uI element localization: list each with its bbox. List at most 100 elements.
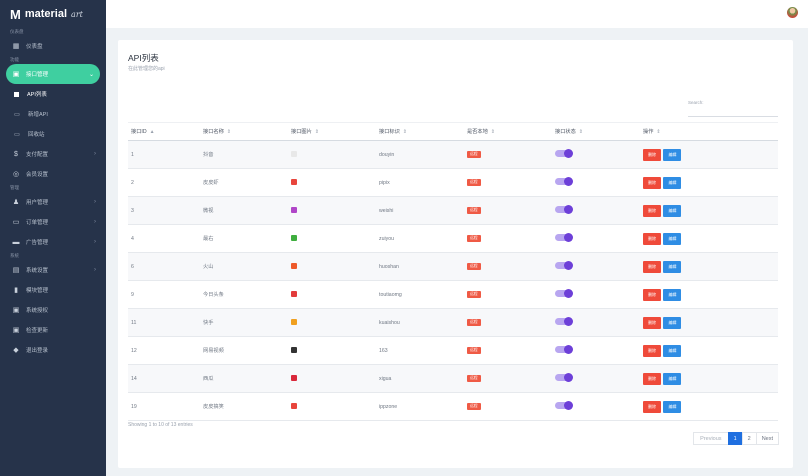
entries-info: Showing 1 to 10 of 13 entries [128,422,193,428]
chevron-down-icon: ⌄ [88,71,94,78]
delete-button[interactable]: 删除 [643,400,661,413]
sidebar-item[interactable]: ▣ 系统授权 [0,300,106,320]
cell-status [552,140,640,169]
pagination-previous[interactable]: Previous [693,432,729,445]
edit-button[interactable]: 编辑 [663,288,682,301]
column-header[interactable]: 接口ID ▲ [128,122,200,141]
edit-button[interactable]: 编辑 [663,316,682,329]
sidebar-item[interactable]: ▦ 仪表盘 [0,36,106,56]
bullet-icon: ▭ [14,131,20,138]
sidebar-item[interactable]: ▤ 系统设置 › [0,260,106,280]
sidebar-subitem[interactable]: ▭ 新增API [0,104,106,124]
status-toggle[interactable] [555,205,573,214]
sidebar-item[interactable]: ▮ 模块管理 [0,280,106,300]
status-toggle[interactable] [555,345,573,354]
status-toggle[interactable] [555,177,573,186]
chevron-right-icon: › [94,151,96,157]
sidebar-item[interactable]: ▬ 广告管理 › [0,232,106,252]
cell-image [288,392,376,421]
remote-badge: 远程 [467,375,481,382]
update-icon: ▣ [12,327,20,334]
status-toggle[interactable] [555,289,573,298]
api-id: 12 [131,347,137,354]
sidebar-item[interactable]: ▣ 接口管理 ⌄ [6,64,100,84]
status-toggle[interactable] [555,149,573,158]
sidebar-item[interactable]: ◆ 退出登录 [0,340,106,360]
status-toggle[interactable] [555,317,573,326]
status-toggle[interactable] [555,261,573,270]
delete-button[interactable]: 删除 [643,148,661,161]
cell-image [288,364,376,393]
cell-key: zuiyou [376,224,464,253]
delete-button[interactable]: 删除 [643,232,661,245]
cell-name: 火山 [200,252,288,281]
edit-button[interactable]: 编辑 [663,148,682,161]
cell-actions: 删除 编辑 [640,392,778,421]
column-header[interactable]: 接口图片 ⇕ [288,122,376,141]
search-input[interactable] [688,116,778,117]
cell-image [288,336,376,365]
edit-button[interactable]: 编辑 [663,372,682,385]
cell-actions: 删除 编辑 [640,224,778,253]
api-image-icon [291,234,297,241]
edit-button[interactable]: 编辑 [663,344,682,357]
delete-button[interactable]: 删除 [643,316,661,329]
edit-button[interactable]: 编辑 [663,260,682,273]
edit-button[interactable]: 编辑 [663,232,682,245]
delete-button[interactable]: 删除 [643,260,661,273]
edit-button[interactable]: 编辑 [663,176,682,189]
cell-name: 微视 [200,196,288,225]
api-image-icon [291,262,297,269]
sidebar-item-label: 系统设置 [26,268,49,274]
sidebar-item[interactable]: ◎ 会员设置 [0,164,106,184]
api-name: 最右 [203,236,214,242]
sidebar-subitem[interactable]: API列表 [0,84,106,104]
sidebar-item[interactable]: ▣ 检查更新 [0,320,106,340]
cell-name: 皮皮搞笑 [200,392,288,421]
cell-status [552,336,640,365]
column-header[interactable]: 接口名称 ⇕ [200,122,288,141]
edit-button[interactable]: 编辑 [663,400,682,413]
status-toggle[interactable] [555,401,573,410]
edit-button[interactable]: 编辑 [663,204,682,217]
cell-name: 皮皮虾 [200,168,288,197]
cell-actions: 删除 编辑 [640,196,778,225]
cell-actions: 删除 编辑 [640,280,778,309]
delete-button[interactable]: 删除 [643,176,661,189]
column-header[interactable]: 接口标识 ⇕ [376,122,464,141]
remote-badge: 远程 [467,403,481,410]
remote-badge: 远程 [467,263,481,270]
delete-button[interactable]: 删除 [643,204,661,217]
delete-button[interactable]: 删除 [643,344,661,357]
avatar[interactable] [787,7,798,18]
sidebar-item-label: 退出登录 [26,348,49,354]
sidebar-item[interactable]: $ 支付配置 › [0,144,106,164]
status-toggle[interactable] [555,373,573,382]
status-toggle[interactable] [555,233,573,242]
pagination-page-1[interactable]: 1 [727,432,743,445]
api-image-icon [291,290,297,297]
brand-name: material [24,8,68,20]
table-row: 6 火山 huoshan 远程 删除 编辑 [128,252,778,281]
delete-button[interactable]: 删除 [643,288,661,301]
column-header[interactable]: 是否本地 ⇕ [464,122,552,141]
pagination-page-2[interactable]: 2 [741,432,757,445]
remote-badge: 远程 [467,319,481,326]
remote-badge: 远程 [467,207,481,214]
remote-badge: 远程 [467,151,481,158]
brand-logo[interactable]: M material art [0,0,106,28]
column-header[interactable]: 操作 ⇕ [640,122,778,141]
cell-actions: 删除 编辑 [640,140,778,169]
cell-status [552,392,640,421]
dashboard-icon: ▦ [12,43,20,50]
sidebar-subitem[interactable]: ▭ 回收站 [0,124,106,144]
pagination-next[interactable]: Next [755,432,779,445]
delete-button[interactable]: 删除 [643,372,661,385]
api-icon: ▣ [12,71,20,78]
sidebar-item[interactable]: ▭ 订单管理 › [0,212,106,232]
remote-badge: 远程 [467,235,481,242]
column-header[interactable]: 接口状态 ⇕ [552,122,640,141]
cell-id: 1 [128,140,200,169]
api-image-icon [291,150,297,157]
sidebar-item[interactable]: ♟ 用户管理 › [0,192,106,212]
